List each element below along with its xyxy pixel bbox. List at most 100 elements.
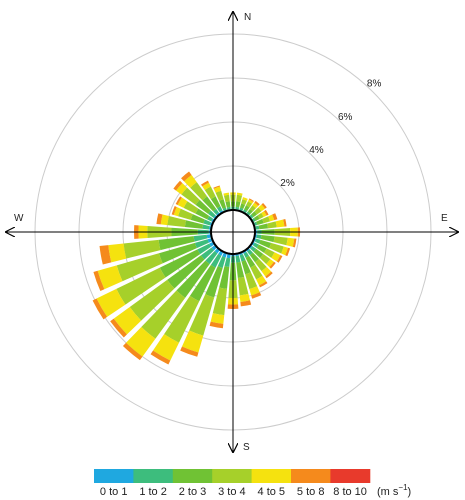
wedge-330-bin-5 bbox=[201, 180, 209, 187]
wedge-250-bin-2 bbox=[158, 242, 197, 264]
wedge-250-bin-5 bbox=[93, 270, 105, 292]
wedge-50-bin-4 bbox=[258, 204, 266, 212]
legend-label-2: 2 to 3 bbox=[179, 486, 207, 498]
wedge-20-bin-2 bbox=[239, 203, 246, 209]
legend-label-6: 8 to 10 bbox=[333, 486, 367, 498]
wedge-60-bin-3 bbox=[257, 212, 264, 219]
wedge-250-bin-1 bbox=[194, 239, 209, 249]
wedge-40-bin-4 bbox=[252, 202, 259, 209]
wedge-230-bin-1 bbox=[200, 247, 215, 260]
wedge-190-bin-2 bbox=[219, 266, 230, 289]
wedge-190-bin-4 bbox=[210, 313, 225, 324]
wedge-210-bin-2 bbox=[189, 264, 216, 302]
wedge-10-bin-3 bbox=[236, 194, 243, 203]
wedge-30-bin-5 bbox=[248, 198, 254, 202]
wedge-110-bin-5 bbox=[285, 247, 291, 257]
wedge-110-bin-2 bbox=[259, 239, 272, 249]
compass-label-west: W bbox=[14, 213, 24, 224]
wedge-350-bin-2 bbox=[225, 201, 231, 208]
wedge-330-bin-3 bbox=[204, 186, 216, 200]
legend-label-0: 0 to 1 bbox=[100, 486, 128, 498]
wedge-280-bin-3 bbox=[167, 216, 187, 227]
wedge-260-bin-5 bbox=[99, 245, 112, 265]
wedge-280-bin-4 bbox=[160, 214, 169, 226]
wedge-50-bin-1 bbox=[249, 214, 254, 219]
wedge-320-bin-2 bbox=[202, 196, 217, 212]
wedge-130-bin-4 bbox=[266, 259, 274, 268]
wedge-220-bin-5 bbox=[122, 342, 143, 361]
legend-swatch-4 bbox=[251, 469, 292, 483]
wedge-220-bin-4 bbox=[126, 326, 156, 357]
wedge-170-bin-3 bbox=[237, 276, 249, 296]
wedge-60-bin-2 bbox=[253, 215, 260, 221]
wedge-190-bin-3 bbox=[212, 287, 228, 316]
wedge-10-bin-1 bbox=[235, 206, 240, 210]
wedge-260-bin-4 bbox=[108, 243, 127, 263]
legend-swatch-3 bbox=[212, 469, 253, 483]
wedge-150-bin-5 bbox=[259, 281, 268, 288]
wedge-40-bin-1 bbox=[246, 211, 251, 216]
wedge-120-bin-2 bbox=[256, 244, 267, 253]
wedge-240-bin-3 bbox=[116, 267, 166, 305]
compass-label-east: E bbox=[441, 213, 448, 224]
wedge-140-bin-2 bbox=[249, 252, 259, 263]
legend-swatch-5 bbox=[291, 469, 331, 483]
wedge-70-bin-3 bbox=[262, 216, 271, 224]
wedge-80-bin-3 bbox=[267, 221, 277, 229]
wedge-30-bin-3 bbox=[246, 201, 253, 208]
wedge-220-bin-1 bbox=[205, 250, 218, 265]
wedge-240-bin-5 bbox=[92, 298, 108, 320]
wedge-70-bin-2 bbox=[256, 219, 264, 226]
legend-label-1: 1 to 2 bbox=[139, 486, 167, 498]
wedge-160-bin-5 bbox=[251, 292, 262, 299]
wedge-30-bin-2 bbox=[244, 205, 250, 212]
wedge-230-bin-2 bbox=[167, 255, 205, 289]
wedge-10-bin-4 bbox=[236, 192, 243, 196]
wedge-350-bin-4 bbox=[223, 192, 230, 196]
wedge-300-bin-2 bbox=[195, 208, 210, 220]
wedge-130-bin-2 bbox=[253, 248, 264, 258]
ring-label-8: 8% bbox=[367, 79, 382, 90]
wedge-340-bin-2 bbox=[219, 199, 227, 209]
wedge-40-bin-5 bbox=[254, 200, 260, 206]
wedge-170-bin-2 bbox=[236, 261, 245, 278]
wedge-170-bin-5 bbox=[240, 300, 252, 307]
wedge-200-bin-4 bbox=[182, 330, 204, 353]
wedge-80-bin-4 bbox=[275, 219, 285, 228]
wedge-210-bin-5 bbox=[150, 350, 171, 365]
wedge-290-bin-2 bbox=[190, 214, 205, 224]
wedge-290-bin-4 bbox=[173, 206, 181, 217]
wedge-340-bin-5 bbox=[213, 185, 220, 189]
wedge-120-bin-5 bbox=[276, 255, 283, 263]
wedge-220-bin-3 bbox=[141, 290, 186, 339]
legend-label-4: 4 to 5 bbox=[258, 486, 286, 498]
wedge-280-bin-2 bbox=[184, 220, 204, 229]
wedge-160-bin-1 bbox=[239, 254, 246, 262]
wedge-40-bin-2 bbox=[247, 208, 253, 214]
legend-unit-exponent: −1 bbox=[398, 483, 408, 492]
wedge-260-bin-3 bbox=[123, 239, 161, 259]
wedge-190-bin-5 bbox=[209, 321, 224, 329]
wedge-340-bin-1 bbox=[222, 207, 227, 211]
wedge-130-bin-3 bbox=[259, 253, 271, 265]
wedge-60-bin-1 bbox=[252, 217, 256, 222]
legend-label-5: 5 to 8 bbox=[297, 486, 325, 498]
wedge-50-bin-3 bbox=[254, 207, 262, 215]
ring-labels: 2% 4% 6% 8% bbox=[280, 79, 381, 190]
wedge-80-bin-2 bbox=[258, 223, 269, 230]
wedge-170-bin-4 bbox=[239, 293, 251, 303]
legend-unit-open: (m s bbox=[377, 486, 399, 498]
wedge-100-bin-2 bbox=[260, 234, 275, 243]
wedge-250-bin-4 bbox=[97, 265, 123, 290]
wedge-110-bin-3 bbox=[269, 242, 284, 254]
wind-rose-wedges bbox=[92, 171, 301, 365]
wedge-80-bin-1 bbox=[255, 225, 260, 230]
wedge-160-bin-3 bbox=[245, 272, 258, 290]
wedge-230-bin-5 bbox=[110, 318, 127, 338]
wedge-310-bin-5 bbox=[173, 180, 183, 191]
wedge-140-bin-5 bbox=[265, 271, 273, 279]
wedge-350-bin-1 bbox=[226, 206, 231, 210]
legend-unit: (m s−1) bbox=[377, 483, 411, 498]
wedge-290-bin-3 bbox=[178, 208, 193, 220]
wedge-290-bin-1 bbox=[203, 219, 211, 226]
